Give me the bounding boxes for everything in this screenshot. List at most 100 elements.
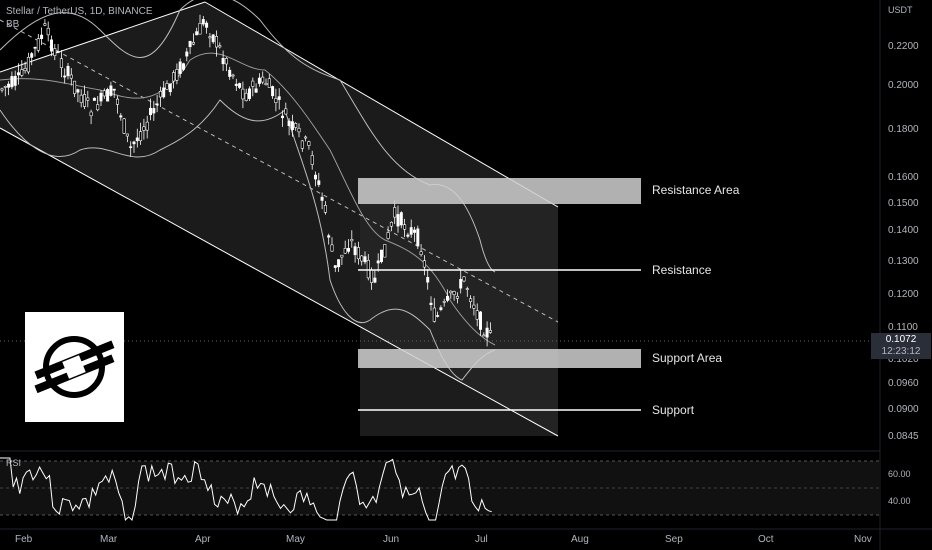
current-price-value: 0.1072 <box>885 334 917 345</box>
time-tick: Jun <box>383 534 400 545</box>
candle-body <box>198 22 202 35</box>
candle-body <box>419 251 423 255</box>
candle-body <box>393 207 397 218</box>
candle-body <box>445 295 449 301</box>
time-tick: Jul <box>475 534 488 545</box>
candle-body <box>379 249 383 262</box>
time-tick: Oct <box>758 534 774 545</box>
candle-body <box>462 276 466 282</box>
candle-body <box>168 83 172 93</box>
candle-body <box>96 104 100 111</box>
candle-body <box>304 136 308 139</box>
candle-body <box>13 75 17 86</box>
candle-body <box>300 140 304 149</box>
candle-body <box>307 141 311 146</box>
candle-body <box>191 42 195 45</box>
rsi-tick-60: 60.00 <box>888 469 911 479</box>
candle-body <box>442 301 446 303</box>
candle-body <box>373 277 377 283</box>
price-tick: 0.0845 <box>888 431 919 442</box>
candle-body <box>145 121 149 131</box>
price-tick: 0.1100 <box>888 322 918 333</box>
candle-body <box>280 115 284 119</box>
currency-label: USDT <box>888 5 913 15</box>
stellar-logo-icon <box>34 336 115 398</box>
candle-body <box>116 98 120 105</box>
price-axis[interactable]: USDT 0.2200 0.2000 0.1800 0.1600 0.1500 0.140… <box>880 0 932 451</box>
candle-body <box>23 68 27 72</box>
candle-body <box>106 89 110 102</box>
candle-body <box>271 86 275 97</box>
candle-body <box>287 120 291 127</box>
candle-body <box>389 221 393 227</box>
time-tick: Nov <box>854 534 872 545</box>
chart-header: Stellar / TetherUS, 1D, BINANCE BB <box>6 5 153 31</box>
current-price-tag: 0.1072 12:23:12 <box>871 333 931 359</box>
candle-body <box>7 83 11 88</box>
price-tick: 0.0900 <box>888 404 919 415</box>
stellar-logo <box>25 312 124 422</box>
candle-body <box>53 48 57 56</box>
candle-body <box>257 77 261 84</box>
candle-body <box>284 108 288 115</box>
indicator-label: BB <box>6 19 20 30</box>
price-tick: 0.1800 <box>888 124 919 135</box>
candle-body <box>346 248 350 252</box>
price-tick: 0.0960 <box>888 378 919 389</box>
candle-body <box>320 196 324 201</box>
candle-body <box>188 40 192 48</box>
candle-body <box>112 88 116 91</box>
candle-body <box>350 239 354 242</box>
candle-body <box>422 260 426 268</box>
candle-body <box>475 310 479 320</box>
candle-body <box>409 227 413 235</box>
candle-body <box>294 123 298 128</box>
candle-body <box>132 141 136 145</box>
candle-body <box>360 255 364 262</box>
support-label: Support <box>652 403 695 417</box>
candle-body <box>469 298 473 302</box>
candle-body <box>399 212 403 226</box>
candle-body <box>238 83 242 88</box>
time-tick: Mar <box>100 534 118 545</box>
candle-body <box>403 224 407 230</box>
candle-body <box>211 34 215 43</box>
candle-body <box>99 92 103 102</box>
candle-body <box>330 244 334 252</box>
candle-body <box>251 80 255 87</box>
candle-body <box>152 108 156 114</box>
price-tick: 0.1300 <box>888 256 919 267</box>
candle-body <box>439 307 443 310</box>
candle-body <box>234 83 238 86</box>
time-tick: Sep <box>665 534 683 545</box>
candle-body <box>429 302 433 306</box>
candle-body <box>129 146 133 149</box>
candle-body <box>241 88 245 100</box>
time-axis[interactable]: Feb Mar Apr May Jun Jul Aug Sep Oct Nov <box>0 531 880 550</box>
candle-body <box>327 235 331 238</box>
candle-body <box>102 90 106 97</box>
bollinger-lower <box>0 99 496 381</box>
candle-body <box>459 279 463 289</box>
candle-body <box>224 58 228 65</box>
price-tick: 0.1200 <box>888 289 919 300</box>
candlestick-series <box>0 14 492 347</box>
candle-body <box>412 229 416 233</box>
candle-body <box>59 58 63 68</box>
candle-body <box>89 111 93 117</box>
candle-body <box>79 94 83 103</box>
candle-body <box>455 295 459 299</box>
price-tick: 0.1600 <box>888 172 919 183</box>
support-area-label: Support Area <box>652 351 723 365</box>
candle-body <box>165 83 169 90</box>
candle-body <box>244 92 248 101</box>
candle-body <box>46 27 50 36</box>
candle-body <box>155 103 159 106</box>
candle-body <box>323 205 327 213</box>
price-tick: 0.1400 <box>888 225 919 236</box>
candle-body <box>182 63 186 70</box>
candle-body <box>406 234 410 237</box>
candle-body <box>69 74 73 79</box>
candle-body <box>478 311 482 330</box>
